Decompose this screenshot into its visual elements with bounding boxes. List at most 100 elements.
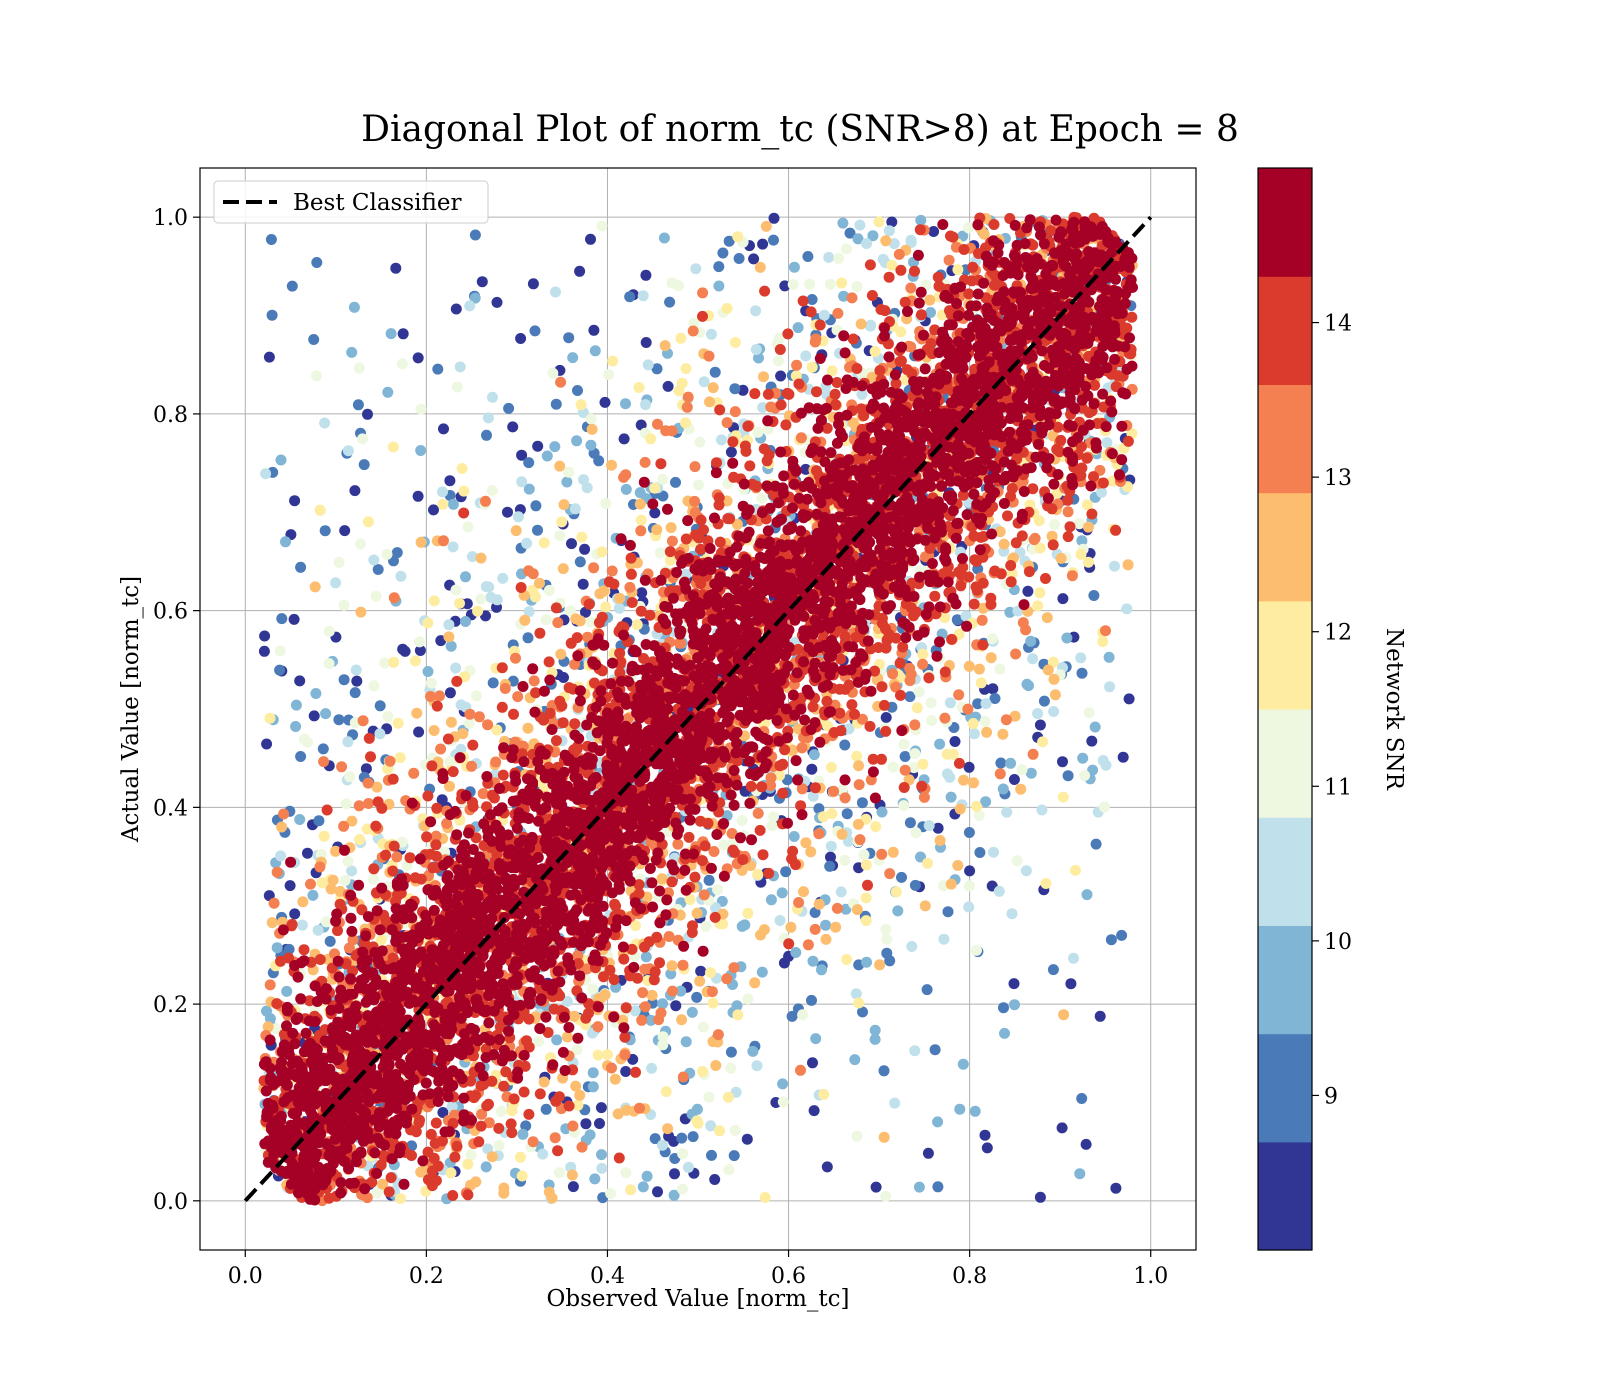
- scatter-point: [1000, 714, 1012, 726]
- scatter-point: [765, 780, 777, 791]
- scatter-point: [1036, 804, 1048, 816]
- scatter-point: [576, 1141, 588, 1153]
- scatter-point: [1090, 838, 1102, 850]
- scatter-point: [952, 264, 964, 276]
- scatter-point: [317, 743, 329, 755]
- scatter-point: [777, 787, 789, 799]
- scatter-point: [1009, 999, 1020, 1011]
- scatter-point: [889, 1097, 901, 1109]
- scatter-point: [527, 584, 539, 596]
- scatter-point: [589, 1173, 601, 1185]
- scatter-point: [428, 1152, 440, 1164]
- scatter-point: [676, 1014, 688, 1026]
- scatter-point: [752, 868, 764, 880]
- scatter-point: [710, 1060, 722, 1071]
- scatter-point: [932, 822, 944, 834]
- scatter-point: [340, 798, 352, 810]
- scatter-point: [1089, 379, 1101, 391]
- scatter-point: [807, 790, 819, 802]
- scatter-point: [831, 902, 843, 914]
- scatter-point: [549, 1132, 561, 1144]
- scatter-point: [414, 645, 426, 656]
- scatter-point: [451, 1140, 463, 1152]
- scatter-point: [667, 985, 678, 997]
- scatter-point: [384, 755, 396, 767]
- scatter-point: [884, 955, 896, 967]
- scatter-point: [754, 261, 766, 273]
- scatter-point: [635, 525, 647, 537]
- scatter-point: [670, 476, 681, 488]
- scatter-point: [978, 228, 990, 240]
- scatter-point: [1058, 1009, 1070, 1021]
- scatter-point: [391, 547, 403, 559]
- scatter-point: [338, 820, 350, 832]
- scatter-point: [659, 340, 671, 352]
- scatter-point: [412, 490, 424, 502]
- scatter-point: [692, 1117, 704, 1129]
- scatter-point: [633, 382, 645, 393]
- scatter-point: [712, 1029, 724, 1041]
- scatter-point: [694, 436, 706, 448]
- scatter-point: [857, 1006, 868, 1018]
- scatter-point: [874, 959, 886, 971]
- scatter-point: [648, 974, 660, 986]
- scatter-point: [954, 803, 966, 815]
- scatter-point: [963, 901, 975, 913]
- scatter-point: [363, 798, 374, 809]
- scatter-point: [949, 736, 961, 747]
- scatter-point: [580, 1118, 592, 1130]
- scatter-point: [1105, 934, 1117, 946]
- scatter-point: [691, 907, 703, 919]
- scatter-point: [766, 820, 778, 831]
- scatter-point: [736, 815, 748, 827]
- scatter-point: [449, 1151, 461, 1163]
- scatter-point: [261, 738, 273, 750]
- scatter-point: [264, 712, 276, 724]
- scatter-point: [538, 537, 550, 549]
- scatter-point: [274, 664, 286, 676]
- scatter-point: [480, 495, 491, 507]
- scatter-point: [1110, 1182, 1122, 1194]
- scatter-point: [471, 690, 482, 702]
- scatter-point: [387, 773, 399, 785]
- scatter-point: [1073, 518, 1085, 530]
- scatter-point: [944, 771, 956, 783]
- scatter-point: [451, 675, 463, 687]
- scatter-point: [323, 658, 335, 670]
- scatter-point: [1116, 929, 1128, 941]
- scatter-point: [394, 752, 406, 764]
- scatter-point: [917, 758, 929, 770]
- scatter-point: [831, 377, 843, 388]
- scatter-point: [473, 1136, 485, 1148]
- scatter-point: [1057, 593, 1069, 605]
- scatter-point: [522, 722, 534, 734]
- scatter-point: [553, 1167, 565, 1179]
- scatter-point: [320, 708, 332, 720]
- scatter-point: [556, 516, 568, 528]
- scatter-point: [924, 294, 936, 306]
- scatter-point: [742, 907, 754, 919]
- scatter-point: [607, 355, 619, 367]
- scatter-point: [752, 807, 764, 819]
- scatter-point: [295, 561, 307, 573]
- scatter-point: [510, 652, 521, 664]
- scatter-point: [1068, 952, 1079, 964]
- scatter-point: [430, 830, 442, 842]
- scatter-point: [265, 234, 277, 245]
- scatter-point: [728, 962, 740, 974]
- scatter-point: [805, 306, 817, 318]
- scatter-point: [606, 565, 618, 577]
- scatter-point: [963, 571, 975, 583]
- scatter-point: [503, 402, 515, 414]
- scatter-point: [1109, 560, 1120, 572]
- scatter-point: [598, 585, 610, 597]
- scatter-point: [639, 1001, 651, 1013]
- scatter-point: [430, 839, 442, 851]
- scatter-point: [387, 865, 399, 877]
- scatter-point: [1081, 889, 1093, 901]
- scatter-point: [821, 1161, 833, 1173]
- scatter-point: [847, 333, 859, 345]
- scatter-point: [482, 719, 494, 731]
- scatter-point: [922, 1147, 934, 1159]
- scatter-point: [290, 721, 302, 732]
